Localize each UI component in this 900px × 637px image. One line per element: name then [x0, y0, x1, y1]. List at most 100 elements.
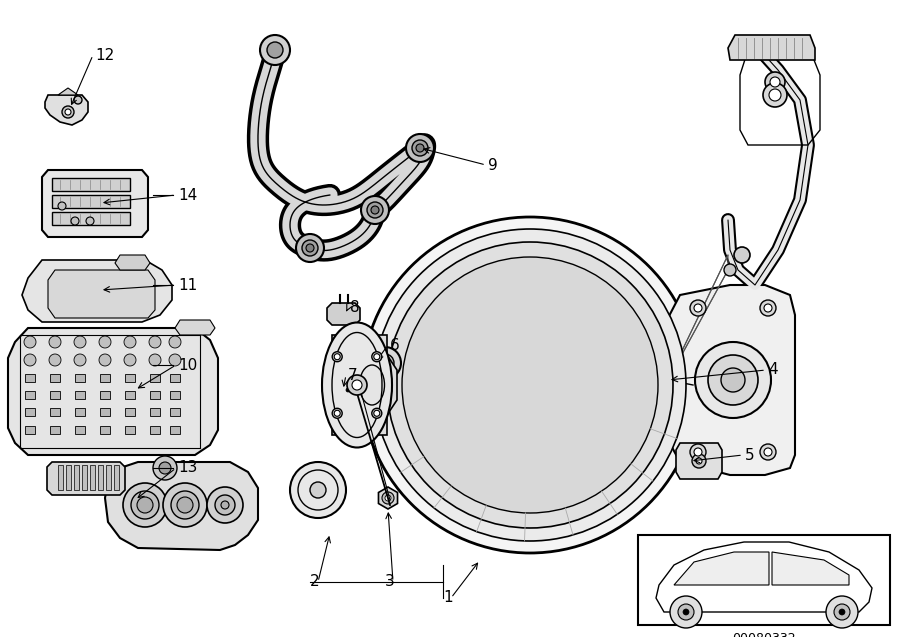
Bar — [100, 374, 110, 382]
Bar — [25, 408, 35, 416]
Circle shape — [402, 257, 658, 513]
Bar — [66, 465, 71, 490]
Circle shape — [74, 354, 86, 366]
Bar — [75, 391, 85, 399]
Bar — [75, 374, 85, 382]
Circle shape — [374, 229, 686, 541]
Circle shape — [361, 196, 389, 224]
Bar — [125, 426, 135, 434]
Circle shape — [764, 448, 772, 456]
Circle shape — [260, 35, 290, 65]
Polygon shape — [105, 462, 258, 550]
Circle shape — [769, 89, 781, 101]
Bar — [25, 391, 35, 399]
Circle shape — [149, 336, 161, 348]
Polygon shape — [332, 335, 397, 435]
Text: 2: 2 — [310, 575, 320, 589]
Circle shape — [374, 410, 380, 417]
Circle shape — [362, 217, 698, 553]
Circle shape — [177, 497, 193, 513]
Circle shape — [683, 609, 689, 615]
Bar — [50, 426, 60, 434]
Circle shape — [86, 217, 94, 225]
Polygon shape — [47, 462, 125, 495]
Polygon shape — [668, 285, 795, 475]
Polygon shape — [772, 552, 849, 585]
Circle shape — [99, 354, 111, 366]
Text: 6: 6 — [390, 338, 400, 352]
Circle shape — [334, 354, 340, 360]
Circle shape — [342, 384, 354, 396]
Polygon shape — [58, 88, 78, 95]
Polygon shape — [728, 35, 815, 60]
Circle shape — [694, 304, 702, 312]
Bar — [170, 426, 180, 434]
Bar — [100, 408, 110, 416]
Circle shape — [734, 247, 750, 263]
Polygon shape — [48, 270, 155, 318]
Circle shape — [826, 596, 858, 628]
Circle shape — [71, 217, 79, 225]
Circle shape — [62, 106, 74, 118]
Polygon shape — [52, 178, 130, 191]
Text: 00080332: 00080332 — [733, 633, 796, 637]
Text: 11: 11 — [178, 278, 197, 292]
Bar — [170, 408, 180, 416]
Circle shape — [123, 483, 167, 527]
Circle shape — [334, 410, 340, 417]
Circle shape — [760, 444, 776, 460]
Bar — [170, 391, 180, 399]
Bar — [75, 408, 85, 416]
Circle shape — [765, 72, 785, 92]
Bar — [150, 408, 160, 416]
Bar — [125, 408, 135, 416]
Bar — [98, 465, 103, 490]
Circle shape — [692, 454, 706, 468]
Polygon shape — [674, 552, 769, 585]
Circle shape — [221, 501, 229, 509]
Text: 1: 1 — [443, 590, 453, 606]
Text: 4: 4 — [768, 362, 778, 378]
Polygon shape — [676, 443, 722, 479]
Circle shape — [381, 359, 389, 367]
Bar — [90, 465, 95, 490]
Text: 13: 13 — [178, 461, 197, 475]
Polygon shape — [379, 487, 398, 509]
Circle shape — [302, 240, 318, 256]
Text: 8: 8 — [350, 301, 360, 315]
Circle shape — [382, 492, 394, 504]
Circle shape — [387, 242, 673, 528]
Polygon shape — [52, 195, 130, 208]
Circle shape — [163, 483, 207, 527]
Circle shape — [385, 495, 391, 501]
Bar — [74, 465, 79, 490]
Circle shape — [369, 347, 401, 379]
Polygon shape — [45, 95, 88, 125]
Bar — [125, 374, 135, 382]
Circle shape — [169, 336, 181, 348]
Circle shape — [695, 342, 771, 418]
Circle shape — [406, 134, 434, 162]
Polygon shape — [42, 170, 148, 237]
Ellipse shape — [359, 365, 384, 405]
Circle shape — [207, 487, 243, 523]
Circle shape — [137, 497, 153, 513]
Circle shape — [690, 444, 706, 460]
Circle shape — [416, 144, 424, 152]
Circle shape — [49, 336, 61, 348]
Bar — [50, 391, 60, 399]
Polygon shape — [175, 320, 215, 335]
Polygon shape — [22, 260, 172, 322]
Circle shape — [74, 336, 86, 348]
Bar — [150, 391, 160, 399]
Circle shape — [169, 354, 181, 366]
Circle shape — [670, 596, 702, 628]
Bar — [114, 465, 119, 490]
Polygon shape — [115, 255, 150, 270]
Circle shape — [296, 234, 324, 262]
Circle shape — [371, 206, 379, 214]
Circle shape — [267, 42, 283, 58]
Circle shape — [336, 378, 360, 402]
Circle shape — [347, 375, 367, 395]
Bar — [125, 391, 135, 399]
